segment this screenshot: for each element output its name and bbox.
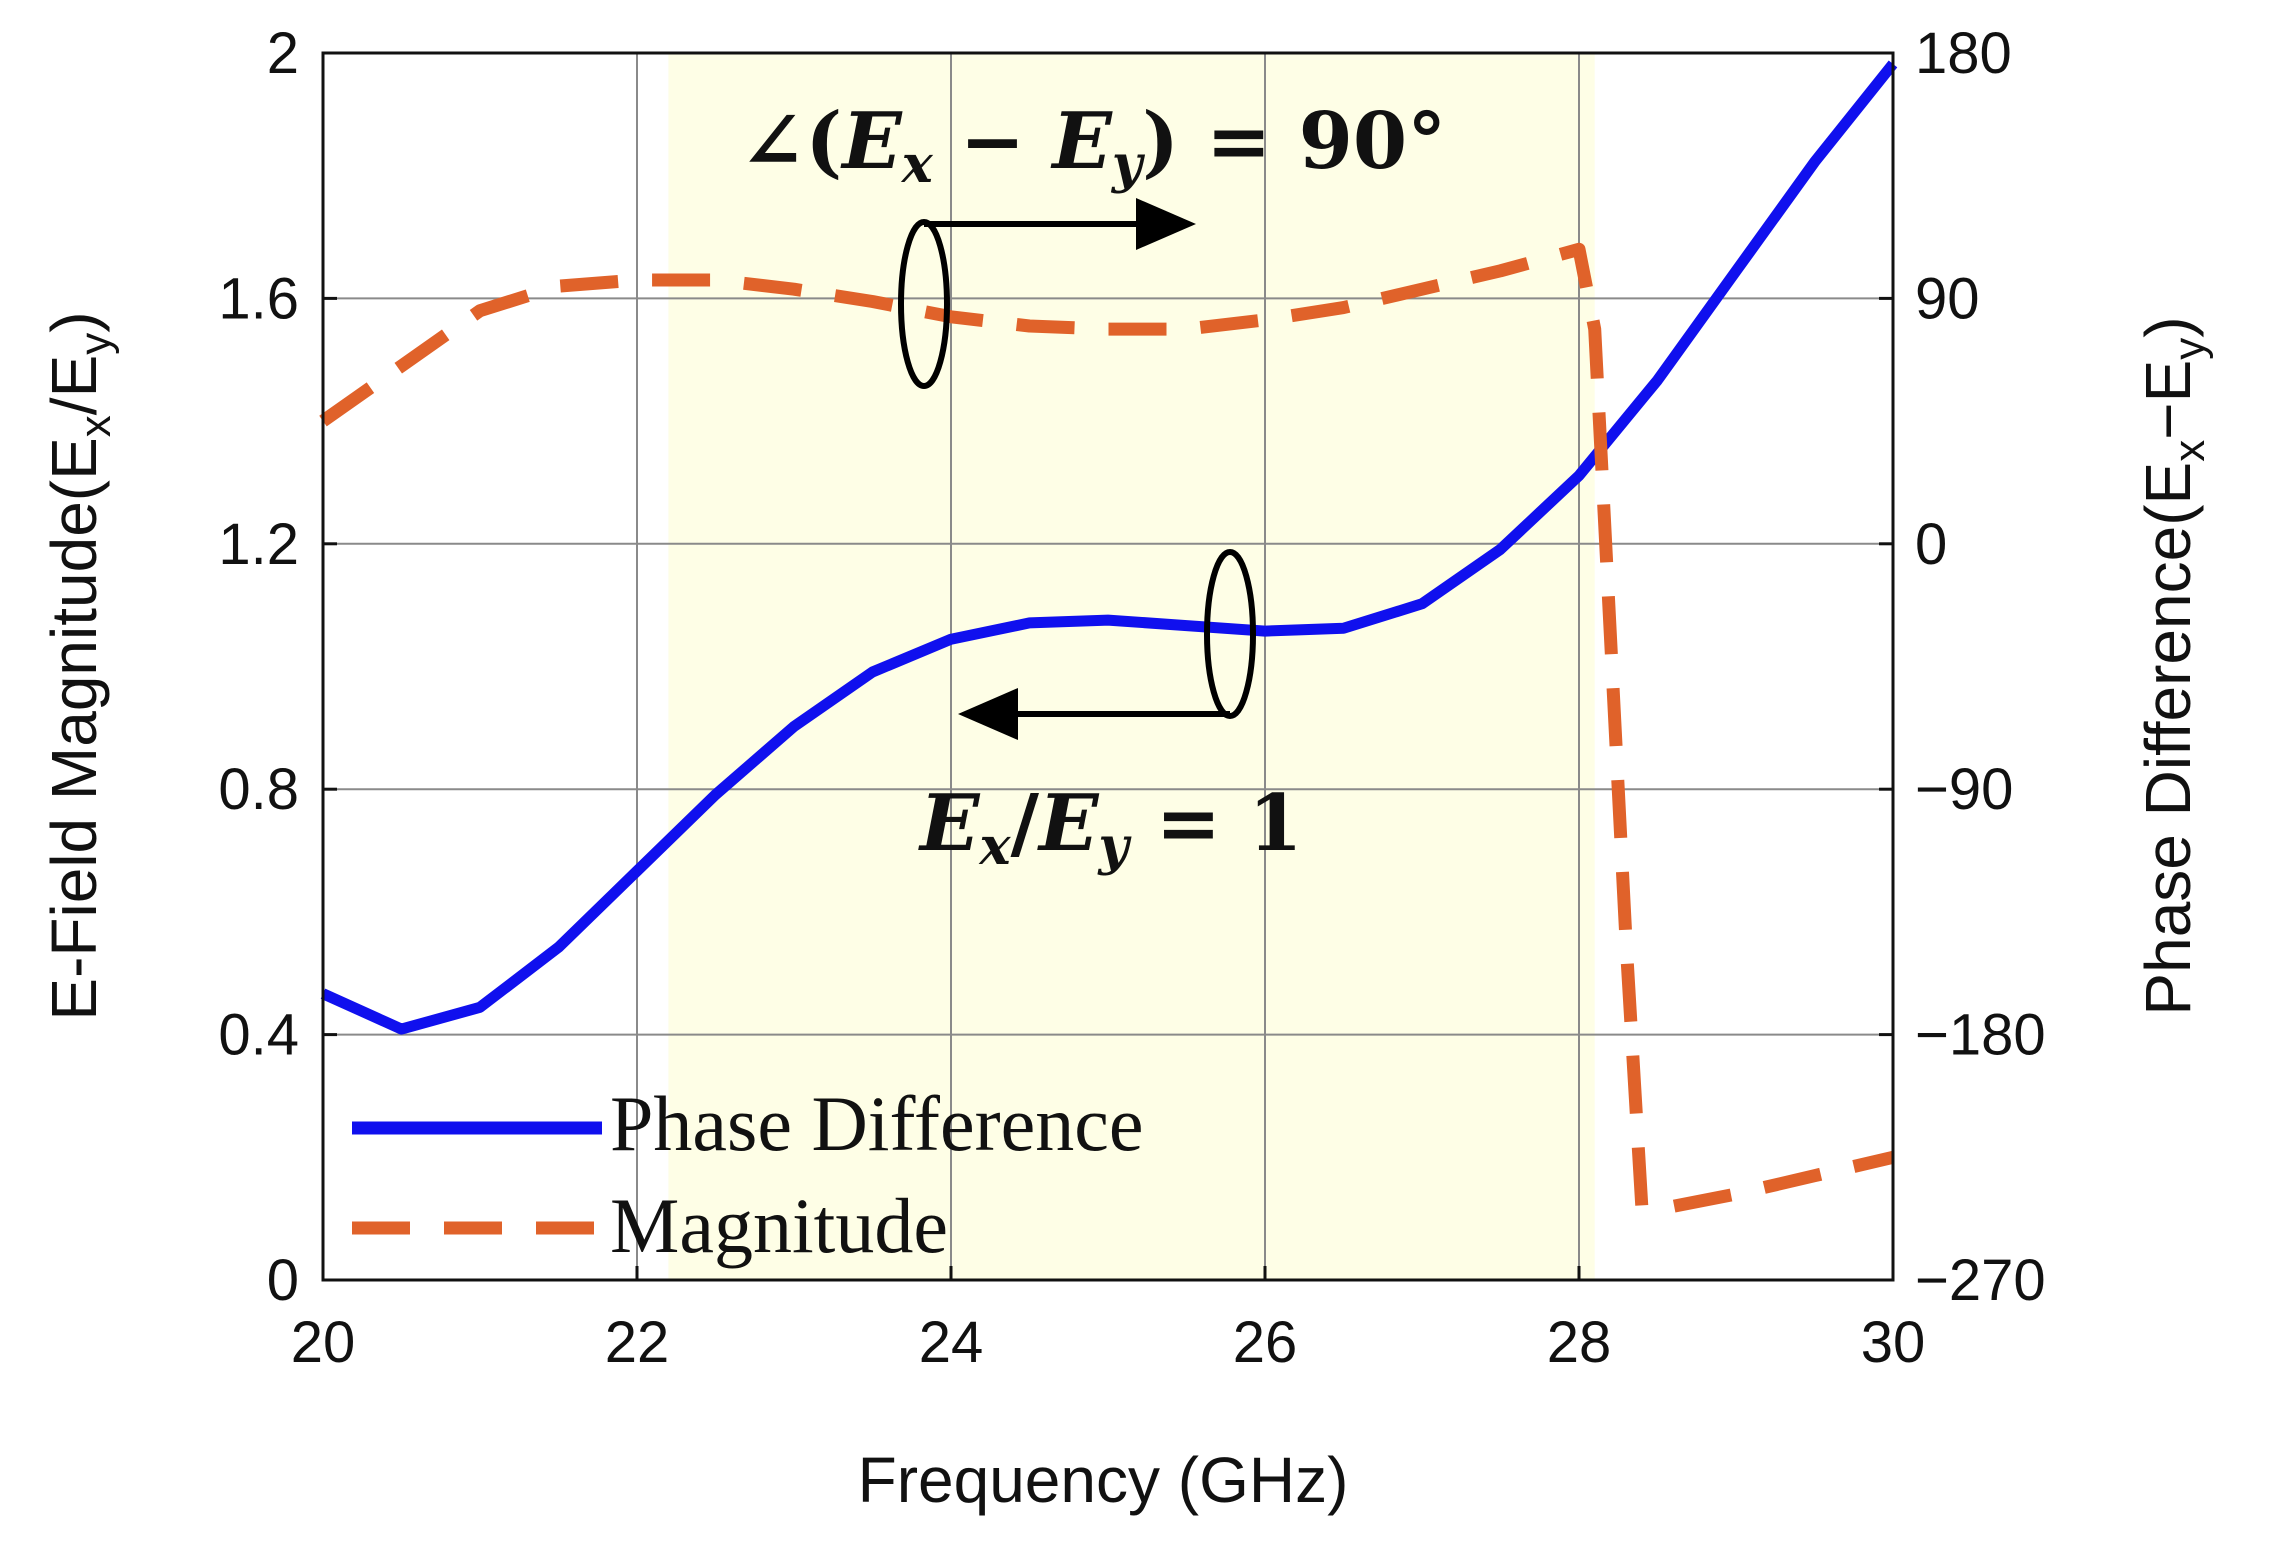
series-layer bbox=[319, 60, 1898, 1216]
series-line-phase-difference bbox=[320, 60, 1898, 1035]
y-tick-label-0.8: 0.8 bbox=[218, 757, 299, 822]
y-tick-label-0: 0 bbox=[267, 1248, 299, 1313]
y-axis-title-left: E-Field Magnitude(Ex/Ey) bbox=[38, 311, 120, 1020]
y2-tick-label-−270: −270 bbox=[1915, 1248, 2046, 1313]
y2-tick-label-180: 180 bbox=[1915, 21, 2012, 86]
legend-label-phase: Phase Difference bbox=[610, 1080, 1143, 1167]
annotation-ratio-text: Ex/Ey = 1 bbox=[918, 778, 1303, 877]
x-tick-label-30: 30 bbox=[1861, 1310, 1926, 1375]
highlight-band-layer bbox=[668, 53, 1595, 1280]
annotation-ratio: Ex/Ey = 1 bbox=[918, 549, 1303, 877]
y-tick-label-0.4: 0.4 bbox=[218, 1003, 299, 1068]
x-tick-label-22: 22 bbox=[605, 1310, 670, 1375]
x-tick-label-24: 24 bbox=[919, 1310, 984, 1375]
y-tick-label-1.2: 1.2 bbox=[218, 512, 299, 577]
annotation-phase-text: ∠(Ex − Ey) = 90° bbox=[740, 96, 1446, 195]
highlight-band bbox=[668, 53, 1595, 1280]
x-axis-title: Frequency (GHz) bbox=[858, 1444, 1349, 1516]
x-tick-label-26: 26 bbox=[1233, 1310, 1298, 1375]
legend: Phase Difference Magnitude bbox=[352, 1080, 1143, 1269]
annotation-phase-difference: ∠(Ex − Ey) = 90° bbox=[740, 96, 1446, 389]
y2-tick-label-−180: −180 bbox=[1915, 1003, 2046, 1068]
annotation-phase-arrow-head bbox=[1136, 198, 1196, 250]
y-tick-label-1.6: 1.6 bbox=[218, 266, 299, 331]
y-tick-label-2: 2 bbox=[267, 21, 299, 86]
y2-tick-label-−90: −90 bbox=[1915, 757, 2013, 822]
plot-frame bbox=[321, 51, 1895, 1282]
x-tick-label-20: 20 bbox=[291, 1310, 356, 1375]
legend-label-magnitude: Magnitude bbox=[610, 1182, 948, 1269]
x-tick-label-28: 28 bbox=[1547, 1310, 1612, 1375]
y2-tick-label-90: 90 bbox=[1915, 266, 1980, 331]
tick-layer: 20 22 24 26 28 30 0 0.4 0.8 1.2 1.6 2 −270 −180 −90 0 90… bbox=[218, 21, 2045, 1375]
annotation-ratio-arrow-head bbox=[958, 688, 1018, 740]
y-axis-title-right: Phase Difference(Ex−Ey) bbox=[2132, 316, 2214, 1015]
y2-tick-label-0: 0 bbox=[1915, 512, 1947, 577]
